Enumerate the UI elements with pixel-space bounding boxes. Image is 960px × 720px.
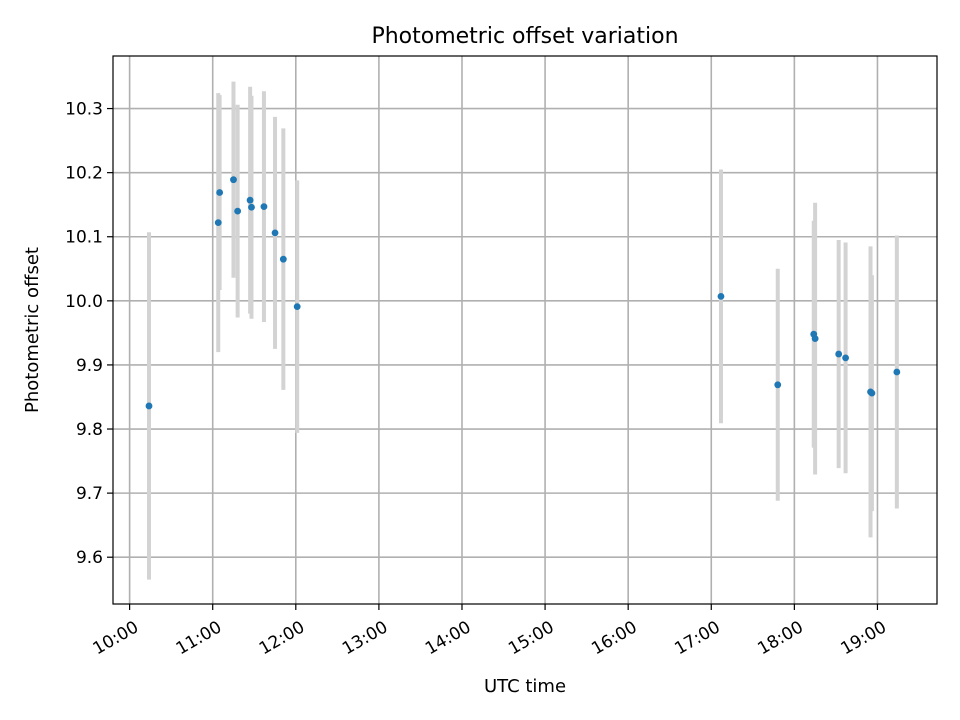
data-point	[811, 335, 819, 343]
data-point	[230, 176, 237, 184]
data-point	[835, 350, 843, 358]
chart-title: Photometric offset variation	[371, 24, 678, 49]
data-point	[893, 368, 901, 376]
data-point	[234, 207, 242, 215]
data-point	[214, 219, 222, 227]
y-tick-label: 9.8	[76, 420, 103, 440]
y-tick-label: 10.1	[65, 228, 103, 248]
data-point	[842, 354, 849, 362]
y-tick-label: 9.7	[76, 484, 103, 504]
y-tick-label: 10.3	[65, 100, 103, 120]
data-point	[271, 229, 279, 237]
y-axis-ticks: 9.6 9.7 9.8 9.9 10.0 10.1 10.2 10.3	[65, 100, 113, 568]
y-tick-label: 10.2	[65, 164, 103, 184]
data-point	[868, 389, 876, 397]
data-point	[145, 402, 153, 410]
y-axis-label: Photometric offset	[22, 247, 43, 413]
data-point	[246, 196, 254, 204]
data-point	[216, 189, 224, 196]
plot-area-frame	[112, 55, 938, 605]
data-point	[260, 203, 268, 211]
y-tick-label: 10.0	[65, 292, 103, 312]
data-point	[774, 381, 782, 389]
data-points	[145, 176, 901, 410]
data-point	[717, 292, 725, 300]
data-point	[293, 303, 301, 311]
x-axis-label: UTC time	[484, 676, 566, 697]
data-point	[248, 203, 255, 211]
y-tick-label: 9.6	[76, 548, 103, 568]
data-point	[279, 255, 287, 263]
y-tick-label: 9.9	[76, 356, 103, 376]
